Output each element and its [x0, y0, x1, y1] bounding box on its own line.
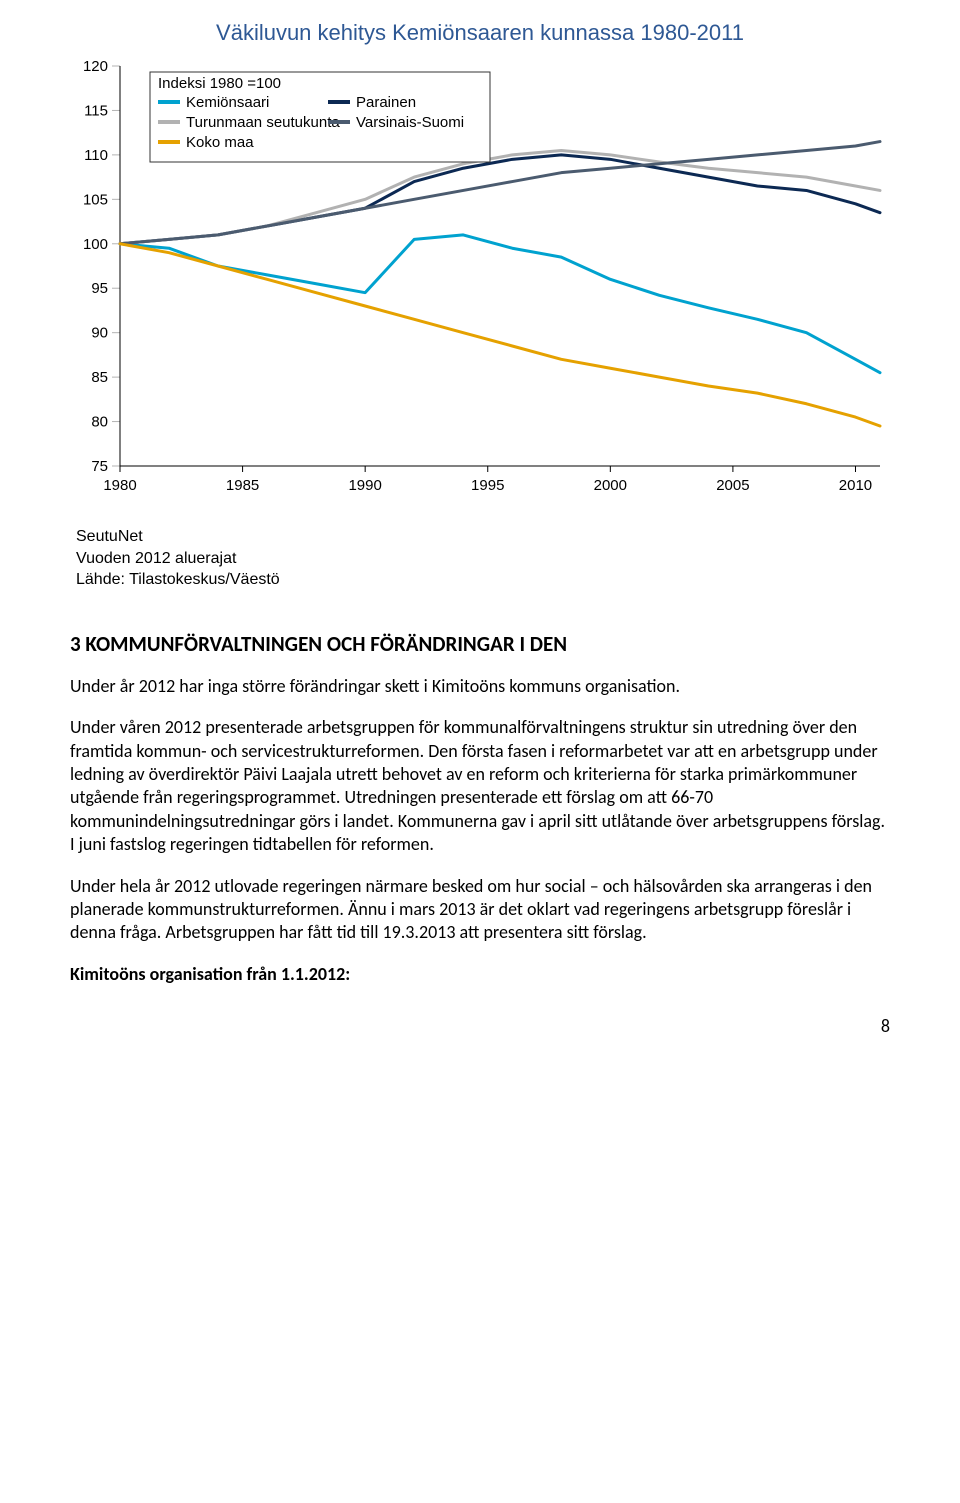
svg-text:110: 110: [84, 147, 108, 164]
svg-text:Koko maa: Koko maa: [186, 134, 254, 151]
svg-text:Indeksi 1980 =100: Indeksi 1980 =100: [158, 75, 281, 92]
svg-text:Parainen: Parainen: [356, 94, 416, 111]
chart-title: Väkiluvun kehitys Kemiönsaaren kunnassa …: [70, 20, 890, 46]
svg-text:75: 75: [91, 458, 108, 475]
source-line: Vuoden 2012 aluerajat: [76, 548, 890, 570]
paragraph: Under våren 2012 presenterade arbetsgrup…: [70, 716, 890, 856]
source-line: Lähde: Tilastokeskus/Väestö: [76, 569, 890, 591]
svg-text:120: 120: [83, 58, 108, 75]
paragraph: Under hela år 2012 utlovade regeringen n…: [70, 875, 890, 945]
svg-text:95: 95: [91, 280, 108, 297]
svg-text:90: 90: [91, 325, 108, 342]
svg-text:Kemiönsaari: Kemiönsaari: [186, 94, 269, 111]
chart-source: SeutuNet Vuoden 2012 aluerajat Lähde: Ti…: [76, 526, 890, 591]
svg-text:85: 85: [91, 369, 108, 386]
svg-text:115: 115: [84, 102, 108, 119]
line-chart: 75 80 85 90 95 100 105 110 115 120 1980 1985 1990 199…: [70, 56, 890, 516]
section-heading: 3 KOMMUNFÖRVALTNINGEN OCH FÖRÄNDRINGAR I…: [70, 631, 890, 657]
svg-text:Varsinais-Suomi: Varsinais-Suomi: [356, 114, 464, 131]
svg-text:2000: 2000: [594, 477, 627, 494]
page-number: 8: [70, 1015, 890, 1037]
subheading: Kimitoöns organisation från 1.1.2012:: [70, 963, 890, 985]
svg-text:Turunmaan seutukunta: Turunmaan seutukunta: [186, 114, 340, 131]
svg-text:105: 105: [83, 191, 108, 208]
paragraph: Under år 2012 har inga större förändring…: [70, 675, 890, 698]
svg-text:80: 80: [91, 414, 108, 431]
source-line: SeutuNet: [76, 526, 890, 548]
svg-text:1990: 1990: [348, 477, 381, 494]
svg-text:100: 100: [83, 236, 108, 253]
svg-text:2010: 2010: [839, 477, 872, 494]
svg-text:2005: 2005: [716, 477, 749, 494]
document-page: Väkiluvun kehitys Kemiönsaaren kunnassa …: [0, 0, 960, 1077]
svg-text:1995: 1995: [471, 477, 504, 494]
svg-text:1985: 1985: [226, 477, 259, 494]
svg-text:1980: 1980: [103, 477, 136, 494]
